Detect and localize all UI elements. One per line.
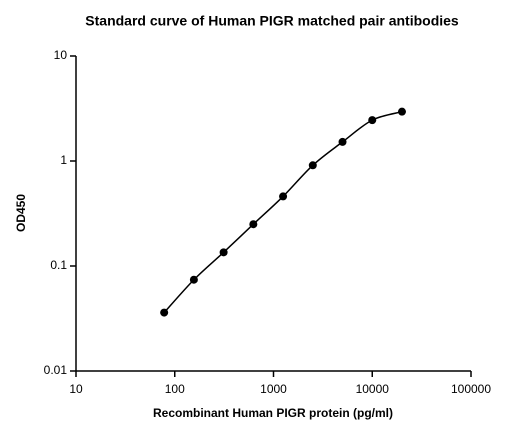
y-tick-label: 10 <box>54 48 68 62</box>
x-tick-label: 1000 <box>260 382 287 396</box>
x-tick-label: 100 <box>165 382 185 396</box>
data-point <box>189 275 198 284</box>
x-tick-label: 10 <box>69 382 83 396</box>
y-tick-label: 0.1 <box>50 258 67 272</box>
data-point <box>160 308 169 317</box>
fit-curve <box>163 110 403 314</box>
x-axis-title: Recombinant Human PIGR protein (pg/ml) <box>153 406 393 420</box>
data-point <box>279 192 288 201</box>
data-point <box>397 107 406 116</box>
data-point <box>219 248 228 257</box>
x-tick-label: 100000 <box>451 382 491 396</box>
y-axis-title: OD450 <box>14 194 28 232</box>
y-tick-label: 0.01 <box>44 363 68 377</box>
x-tick-label: 10000 <box>356 382 390 396</box>
data-point <box>308 161 317 170</box>
y-tick-label: 1 <box>60 153 67 167</box>
data-point <box>368 116 377 125</box>
chart-title: Standard curve of Human PIGR matched pai… <box>85 13 459 29</box>
data-point <box>249 220 258 229</box>
data-point <box>338 137 347 146</box>
